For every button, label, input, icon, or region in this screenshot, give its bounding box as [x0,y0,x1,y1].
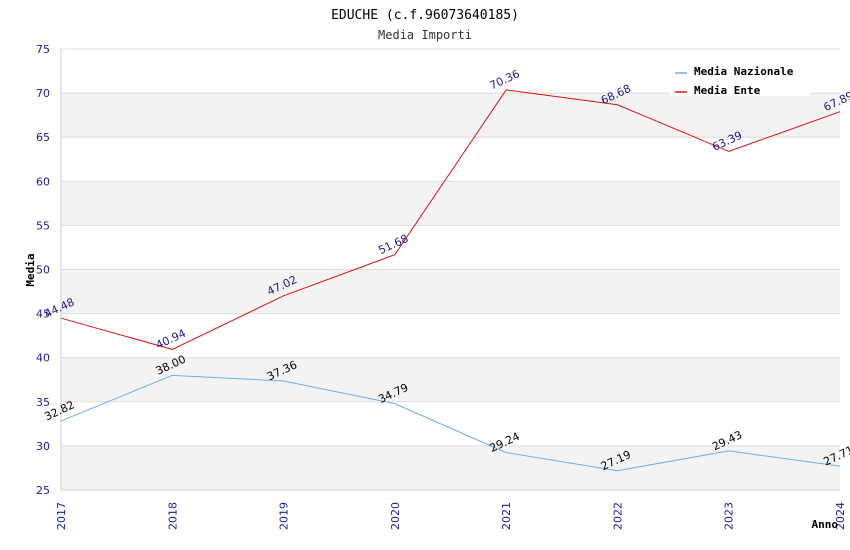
y-tick-label: 75 [36,43,50,56]
grid-band [61,269,840,314]
legend-label-media-ente: Media Ente [694,84,761,97]
y-tick-label: 40 [36,352,50,365]
x-tick-label: 2021 [500,502,513,530]
y-tick-label: 70 [36,87,50,100]
grid-band [61,401,840,446]
x-tick-label: 2023 [723,502,736,530]
x-axis-label: Anno [812,518,839,531]
legend-label-media-nazionale: Media Nazionale [694,65,794,78]
series-line-media-ente [60,89,841,350]
y-axis-ticks: 25 30 35 40 45 50 55 60 65 70 75 [36,43,50,497]
x-tick-label: 2019 [278,502,291,530]
y-tick-label: 30 [36,440,50,453]
y-tick-label: 25 [36,484,50,497]
grid-band [61,93,840,138]
x-tick-label: 2018 [166,502,179,530]
y-tick-label: 45 [36,308,50,321]
chart-subtitle: Media Importi [378,28,472,42]
series-lines [60,89,841,472]
series-line-media-nazionale [60,374,841,472]
x-tick-label: 2024 [834,502,847,530]
y-tick-label: 65 [36,131,50,144]
grid-band [61,137,840,182]
grid-bands [61,49,840,490]
y-tick-label: 60 [36,175,50,188]
grid-band [61,181,840,226]
grid-band [61,357,840,402]
grid-band [61,313,840,358]
grid-band [61,445,840,490]
y-tick-label: 50 [36,264,50,277]
grid-lines [60,48,840,491]
x-tick-label: 2022 [611,502,624,530]
x-tick-label: 2020 [389,502,402,530]
y-tick-label: 35 [36,396,50,409]
chart-title: EDUCHE (c.f.96073640185) [331,8,519,23]
y-axis-label: Media [24,253,37,286]
x-tick-label: 2017 [55,502,68,530]
grid-band [61,225,840,270]
legend: Media Nazionale Media Ente [669,60,810,97]
y-tick-label: 55 [36,219,50,232]
legend-box [669,60,810,96]
x-axis-ticks: 2017 2018 2019 2020 2021 2022 2023 2024 [55,502,847,530]
